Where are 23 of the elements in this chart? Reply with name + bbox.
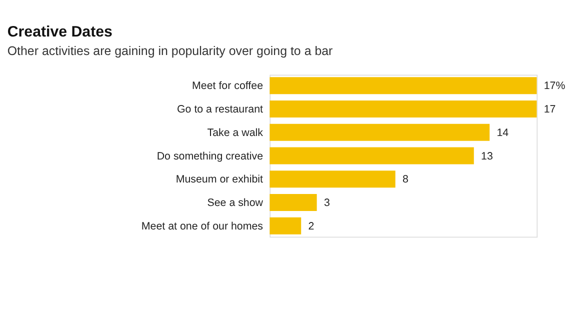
y-tick-label: Go to a restaurant bbox=[176, 104, 264, 116]
data-label: 14 bbox=[496, 126, 509, 139]
bar bbox=[270, 124, 490, 141]
y-tick-label: See a show bbox=[207, 197, 264, 210]
bar bbox=[270, 147, 474, 164]
data-label: 2 bbox=[308, 220, 314, 232]
text: Creative Dates bbox=[7, 23, 112, 40]
data-label: 8 bbox=[402, 174, 408, 186]
y-tick-label: Do something creative bbox=[156, 150, 264, 162]
text: Other activities are gaining in popularity over going to a bar bbox=[7, 44, 333, 58]
bar bbox=[270, 194, 317, 212]
bar bbox=[270, 100, 537, 118]
bar bbox=[270, 170, 396, 188]
data-label: 3 bbox=[324, 197, 330, 210]
data-label: 13 bbox=[481, 150, 493, 162]
y-tick-label: Meet for coffee bbox=[192, 80, 264, 92]
bar bbox=[270, 217, 302, 234]
y-tick-label: Take a walk bbox=[207, 126, 264, 139]
y-tick-label: Meet at one of our homes bbox=[141, 220, 264, 232]
bar bbox=[270, 77, 537, 94]
y-tick-label: Museum or exhibit bbox=[176, 174, 264, 186]
data-label: 17 bbox=[544, 104, 556, 116]
data-label: 17% bbox=[544, 80, 566, 92]
